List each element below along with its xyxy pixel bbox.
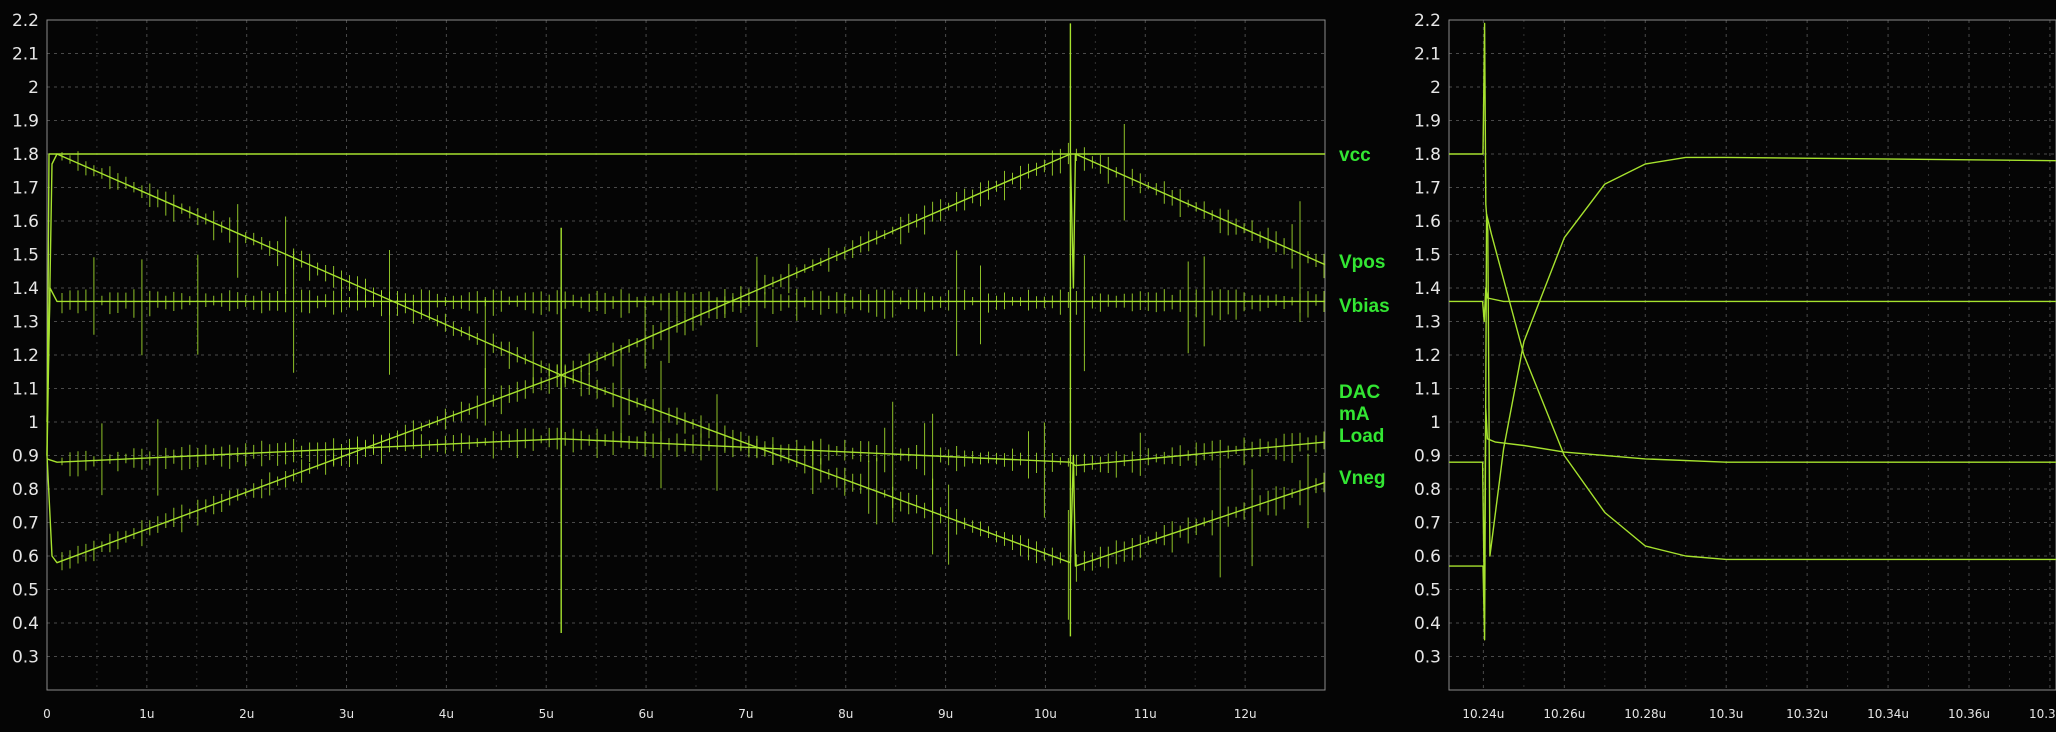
y-tick-label: 1.8 (12, 145, 39, 165)
y-tick-label: 0.3 (1414, 648, 1441, 668)
x-tick-label: 2u (239, 707, 254, 721)
label-vneg: Vneg (1339, 468, 1385, 489)
y-tick-label: 1.7 (1414, 179, 1441, 199)
x-tick-label: 10.36u (1948, 707, 1990, 721)
x-tick-label: 5u (539, 707, 554, 721)
main-plot: 0.3 0.4 0.5 0.6 0.7 0.8 0.9 1 1.1 1.2 1.3 1.4 1.5 1.6… (12, 11, 1326, 721)
y-tick-label: 0.4 (1414, 614, 1441, 634)
x-tick-label: 9u (938, 707, 953, 721)
main-plot-grid (46, 19, 1325, 690)
y-tick-label: 2.2 (12, 11, 39, 31)
x-tick-label: 10.32u (1786, 707, 1828, 721)
y-tick-label: 0.6 (1414, 547, 1441, 567)
y-tick-label: 2 (1430, 78, 1441, 98)
label-ma: mA (1339, 404, 1370, 425)
x-tick-label: 7u (738, 707, 753, 721)
y-tick-label: 1.8 (1414, 145, 1441, 165)
x-tick-label: 10.3u (1709, 707, 1743, 721)
x-tick-label: 12u (1234, 707, 1257, 721)
y-tick-label: 0.7 (1414, 514, 1441, 534)
y-tick-label: 1.6 (1414, 212, 1441, 232)
series-line-vpos (46, 153, 1326, 456)
series-line-4 (1449, 407, 2056, 591)
zoom-plot-y-ticks: 0.3 0.4 0.5 0.6 0.7 0.8 0.9 1 1.1 1.2 1.3 1.4 1.5 1.6… (1414, 11, 1441, 668)
main-plot-series (46, 23, 1326, 637)
y-tick-label: 1.9 (1414, 112, 1441, 132)
trace-labels: vcc Vpos Vbias DAC mA Load Vneg (1339, 145, 1390, 489)
series-line-vbias (46, 287, 1325, 423)
y-tick-label: 1.2 (12, 346, 39, 366)
y-tick-label: 1.3 (1414, 313, 1441, 333)
y-tick-label: 2 (28, 78, 39, 98)
y-tick-label: 1 (1430, 413, 1441, 433)
x-tick-label: 3u (339, 707, 354, 721)
x-tick-label: 4u (439, 707, 454, 721)
y-tick-label: 1.2 (1414, 346, 1441, 366)
zoom-plot-frame (1448, 19, 2056, 691)
y-tick-label: 0.5 (1414, 581, 1441, 601)
y-tick-label: 1.4 (12, 279, 39, 299)
label-vbias: Vbias (1339, 296, 1390, 317)
series-line-3 (1449, 287, 2056, 323)
label-load: Load (1339, 426, 1384, 447)
zoom-plot-x-ticks: 10.24u 10.26u 10.28u 10.3u 10.32u 10.34u 10.36… (1462, 707, 2056, 721)
x-tick-label: 6u (638, 707, 653, 721)
zoom-plot: 0.3 0.4 0.5 0.6 0.7 0.8 0.9 1 1.1 1.2 1.3 1.4 1.5 1.6… (1414, 11, 2056, 721)
label-dac: DAC (1339, 382, 1380, 403)
label-vcc: vcc (1339, 145, 1371, 166)
zoom-plot-series (1449, 22, 2056, 641)
y-tick-label: 1.3 (12, 313, 39, 333)
series-line-vcc (46, 153, 1325, 456)
series-line-2 (1449, 213, 2056, 641)
x-tick-label: 10.28u (1624, 707, 1666, 721)
y-tick-label: 1.1 (12, 380, 39, 400)
x-tick-label: 10.34u (1867, 707, 1909, 721)
x-tick-label: 10.26u (1543, 707, 1585, 721)
y-tick-label: 0.5 (12, 581, 39, 601)
y-tick-label: 0.8 (12, 480, 39, 500)
y-tick-label: 1.4 (1414, 279, 1441, 299)
y-tick-label: 2.1 (1414, 45, 1441, 65)
series-glitch-vneg (61, 348, 1325, 620)
y-tick-label: 1 (28, 413, 39, 433)
series-line-dac (46, 438, 1326, 467)
series-glitch-vbias (61, 250, 1325, 373)
y-tick-label: 1.1 (1414, 380, 1441, 400)
y-tick-label: 0.4 (12, 614, 39, 634)
x-tick-label: 10.24u (1462, 707, 1504, 721)
main-plot-x-ticks: 0 1u 2u 3u 4u 5u 6u 7u 8u 9u 10u 11u 12u (43, 707, 1256, 721)
x-tick-label: 1u (139, 707, 154, 721)
x-tick-label: 8u (838, 707, 853, 721)
x-tick-label: 10u (1034, 707, 1057, 721)
y-tick-label: 1.5 (12, 246, 39, 266)
x-tick-label: 10.38u (2029, 707, 2056, 721)
x-tick-label: 0 (43, 707, 51, 721)
y-tick-label: 2.2 (1414, 11, 1441, 31)
y-tick-label: 0.3 (12, 648, 39, 668)
y-tick-label: 1.5 (1414, 246, 1441, 266)
series-line-vneg (46, 374, 1326, 567)
y-tick-label: 1.7 (12, 179, 39, 199)
x-tick-label: 11u (1134, 707, 1157, 721)
label-vpos: Vpos (1339, 252, 1385, 273)
y-tick-label: 0.6 (12, 547, 39, 567)
y-tick-label: 0.8 (1414, 480, 1441, 500)
y-tick-label: 0.7 (12, 514, 39, 534)
y-tick-label: 1.9 (12, 112, 39, 132)
y-tick-label: 2.1 (12, 45, 39, 65)
main-plot-y-ticks: 0.3 0.4 0.5 0.6 0.7 0.8 0.9 1 1.1 1.2 1.3 1.4 1.5 1.6… (12, 11, 39, 668)
series-line-1 (1449, 22, 2056, 557)
y-tick-label: 1.6 (12, 212, 39, 232)
y-tick-label: 0.9 (12, 447, 39, 467)
y-tick-label: 0.9 (1414, 447, 1441, 467)
